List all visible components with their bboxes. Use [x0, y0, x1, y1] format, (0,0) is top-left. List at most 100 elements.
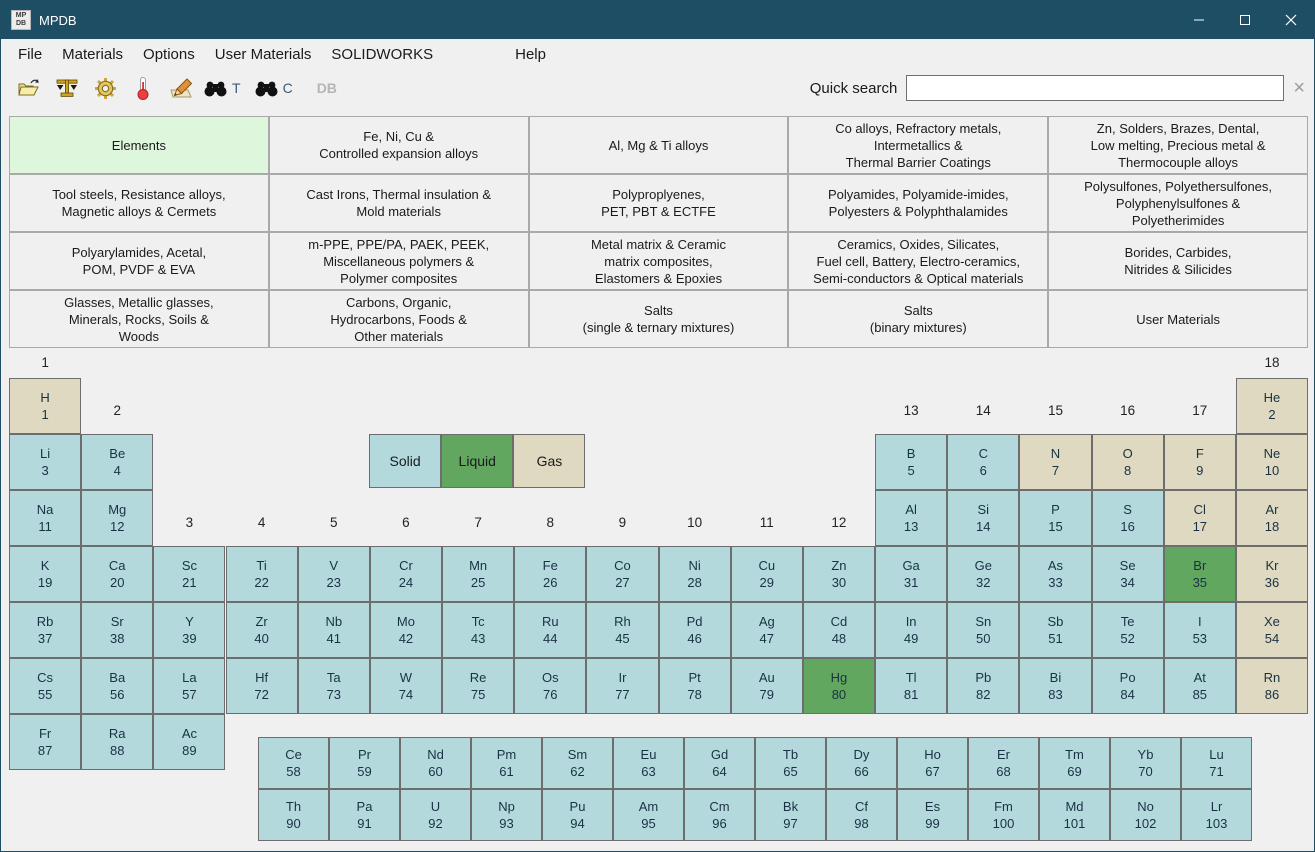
- menu-item-materials[interactable]: Materials: [62, 45, 124, 63]
- element-sr[interactable]: Sr 38: [81, 602, 154, 658]
- element-pt[interactable]: Pt 78: [658, 658, 731, 714]
- category-cell-r1c2[interactable]: Fe, Ni, Cu & Controlled expansion alloys: [268, 116, 529, 174]
- element-ge[interactable]: Ge 32: [947, 546, 1020, 602]
- element-la[interactable]: La 57: [153, 658, 226, 714]
- menu-item-file[interactable]: File: [18, 45, 43, 63]
- category-cell-r1c1[interactable]: Elements: [9, 116, 269, 174]
- menu-item-help[interactable]: Help: [515, 45, 546, 63]
- find-thermal-button[interactable]: T: [204, 80, 241, 97]
- element-i[interactable]: I 53: [1163, 602, 1236, 658]
- element-ni[interactable]: Ni 28: [658, 546, 731, 602]
- category-cell-r3c1[interactable]: Polyarylamides, Acetal, POM, PVDF & EVA: [9, 232, 269, 290]
- element-mo[interactable]: Mo 42: [369, 602, 442, 658]
- element-sm[interactable]: Sm 62: [542, 737, 613, 789]
- element-pr[interactable]: Pr 59: [329, 737, 400, 789]
- menu-item-options[interactable]: Options: [143, 45, 195, 63]
- category-cell-r3c4[interactable]: Ceramics, Oxides, Silicates, Fuel cell, …: [788, 232, 1049, 290]
- element-se[interactable]: Se 34: [1091, 546, 1164, 602]
- element-po[interactable]: Po 84: [1091, 658, 1164, 714]
- element-au[interactable]: Au 79: [730, 658, 803, 714]
- element-lu[interactable]: Lu 71: [1181, 737, 1252, 789]
- element-fr[interactable]: Fr 87: [9, 714, 82, 770]
- element-ac[interactable]: Ac 89: [153, 714, 226, 770]
- units-button[interactable]: [52, 73, 82, 103]
- element-br[interactable]: Br 35: [1163, 546, 1236, 602]
- element-pa[interactable]: Pa 91: [329, 789, 400, 841]
- element-sc[interactable]: Sc 21: [153, 546, 226, 602]
- element-am[interactable]: Am 95: [613, 789, 684, 841]
- element-ti[interactable]: Ti 22: [225, 546, 298, 602]
- element-ga[interactable]: Ga 31: [875, 546, 948, 602]
- element-cl[interactable]: Cl 17: [1163, 490, 1236, 546]
- element-rb[interactable]: Rb 37: [9, 602, 82, 658]
- minimize-button[interactable]: [1176, 1, 1222, 39]
- element-re[interactable]: Re 75: [442, 658, 515, 714]
- element-ca[interactable]: Ca 20: [81, 546, 154, 602]
- element-ne[interactable]: Ne 10: [1235, 434, 1309, 490]
- element-np[interactable]: Np 93: [471, 789, 542, 841]
- element-os[interactable]: Os 76: [514, 658, 587, 714]
- category-cell-r4c5[interactable]: User Materials: [1048, 290, 1308, 348]
- settings-button[interactable]: [90, 73, 120, 103]
- element-eu[interactable]: Eu 63: [613, 737, 684, 789]
- element-ru[interactable]: Ru 44: [514, 602, 587, 658]
- category-cell-r2c1[interactable]: Tool steels, Resistance alloys, Magnetic…: [9, 174, 269, 232]
- category-cell-r4c3[interactable]: Salts (single & ternary mixtures): [528, 290, 789, 348]
- element-w[interactable]: W 74: [369, 658, 442, 714]
- element-al[interactable]: Al 13: [875, 490, 948, 546]
- element-es[interactable]: Es 99: [897, 789, 968, 841]
- element-sn[interactable]: Sn 50: [947, 602, 1020, 658]
- element-md[interactable]: Md 101: [1039, 789, 1110, 841]
- element-zn[interactable]: Zn 30: [802, 546, 876, 602]
- element-cd[interactable]: Cd 48: [802, 602, 876, 658]
- element-ce[interactable]: Ce 58: [258, 737, 329, 789]
- element-be[interactable]: Be 4: [81, 434, 154, 490]
- category-cell-r2c3[interactable]: Polyproplyenes, PET, PBT & ECTFE: [528, 174, 789, 232]
- category-cell-r4c4[interactable]: Salts (binary mixtures): [788, 290, 1049, 348]
- menu-item-user-materials[interactable]: User Materials: [214, 45, 312, 63]
- element-at[interactable]: At 85: [1163, 658, 1236, 714]
- element-in[interactable]: In 49: [875, 602, 948, 658]
- element-ho[interactable]: Ho 67: [897, 737, 968, 789]
- element-hf[interactable]: Hf 72: [225, 658, 298, 714]
- element-tm[interactable]: Tm 69: [1039, 737, 1110, 789]
- element-fm[interactable]: Fm 100: [968, 789, 1039, 841]
- element-th[interactable]: Th 90: [258, 789, 329, 841]
- element-gd[interactable]: Gd 64: [684, 737, 755, 789]
- category-cell-r4c2[interactable]: Carbons, Organic, Hydrocarbons, Foods & …: [268, 290, 529, 348]
- element-ra[interactable]: Ra 88: [81, 714, 154, 770]
- category-cell-r2c2[interactable]: Cast Irons, Thermal insulation & Mold ma…: [268, 174, 529, 232]
- open-file-button[interactable]: [14, 73, 44, 103]
- element-cr[interactable]: Cr 24: [369, 546, 442, 602]
- category-cell-r3c5[interactable]: Borides, Carbides, Nitrides & Silicides: [1048, 232, 1308, 290]
- element-he[interactable]: He 2: [1235, 378, 1309, 434]
- element-li[interactable]: Li 3: [9, 434, 82, 490]
- element-s[interactable]: S 16: [1091, 490, 1164, 546]
- element-cf[interactable]: Cf 98: [826, 789, 897, 841]
- element-er[interactable]: Er 68: [968, 737, 1039, 789]
- category-cell-r1c5[interactable]: Zn, Solders, Brazes, Dental, Low melting…: [1048, 116, 1308, 174]
- element-tb[interactable]: Tb 65: [755, 737, 826, 789]
- element-v[interactable]: V 23: [297, 546, 370, 602]
- element-si[interactable]: Si 14: [947, 490, 1020, 546]
- element-pd[interactable]: Pd 46: [658, 602, 731, 658]
- maximize-button[interactable]: [1222, 1, 1268, 39]
- element-kr[interactable]: Kr 36: [1235, 546, 1309, 602]
- element-ag[interactable]: Ag 47: [730, 602, 803, 658]
- element-xe[interactable]: Xe 54: [1235, 602, 1309, 658]
- clear-search-icon[interactable]: ×: [1293, 77, 1305, 99]
- element-rn[interactable]: Rn 86: [1235, 658, 1309, 714]
- element-ba[interactable]: Ba 56: [81, 658, 154, 714]
- element-p[interactable]: P 15: [1019, 490, 1092, 546]
- element-mn[interactable]: Mn 25: [442, 546, 515, 602]
- category-cell-r1c4[interactable]: Co alloys, Refractory metals, Intermetal…: [788, 116, 1049, 174]
- find-composition-button[interactable]: C: [255, 80, 293, 97]
- element-cu[interactable]: Cu 29: [730, 546, 803, 602]
- element-te[interactable]: Te 52: [1091, 602, 1164, 658]
- element-nb[interactable]: Nb 41: [297, 602, 370, 658]
- category-cell-r2c5[interactable]: Polysulfones, Polyethersulfones, Polyphe…: [1048, 174, 1308, 232]
- element-fe[interactable]: Fe 26: [514, 546, 587, 602]
